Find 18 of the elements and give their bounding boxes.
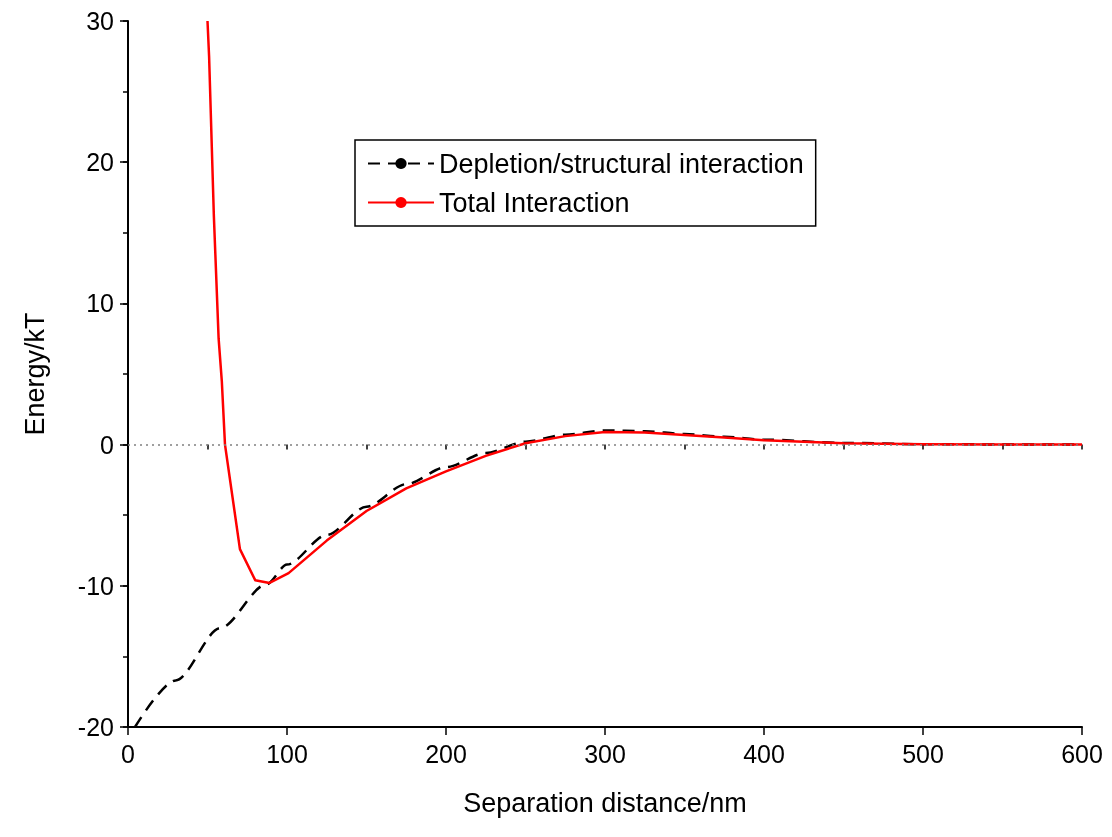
y-tick-label: -10 <box>77 571 114 600</box>
x-tick-label: 600 <box>1061 739 1103 768</box>
line-series <box>206 19 1084 585</box>
y-tick-label: 30 <box>86 7 114 35</box>
y-axis-title: Energy/kT <box>19 312 50 436</box>
x-tick-label: 100 <box>266 739 308 768</box>
y-tick-label: 20 <box>86 148 114 177</box>
x-tick-label: 400 <box>743 739 785 768</box>
x-tick-label: 300 <box>584 739 626 768</box>
x-tick-label: 200 <box>425 739 467 768</box>
y-tick-label: 10 <box>86 289 114 318</box>
x-tick-label: 500 <box>902 739 944 768</box>
y-tick-label: -20 <box>77 713 114 741</box>
legend-label: Depletion/structural interaction <box>439 148 804 179</box>
y-tick-label: 0 <box>100 430 114 459</box>
x-tick-label: 0 <box>121 739 135 768</box>
x-axis-title: Separation distance/nm <box>463 787 747 818</box>
legend-label: Total Interaction <box>439 187 630 218</box>
